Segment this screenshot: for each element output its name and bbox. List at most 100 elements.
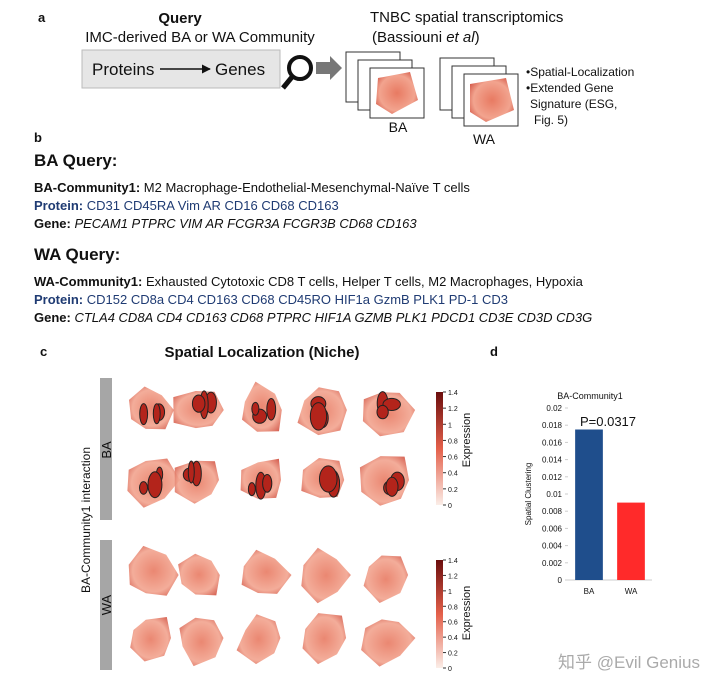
gene-line: Gene: PECAM1 PTPRC VIM AR FCGR3A FCGR3B …	[34, 216, 417, 231]
tissue	[130, 617, 171, 662]
source-part: (Bassiouni	[372, 29, 446, 46]
niche-outline	[187, 460, 195, 484]
label: Protein:	[34, 198, 83, 213]
niche-outline	[266, 397, 277, 421]
colorbar-tick-label: 0	[448, 503, 452, 510]
panel-letter: a	[38, 10, 46, 25]
niche-outline	[376, 404, 389, 420]
to-label: Genes	[215, 60, 265, 79]
bullet: •Spatial-Localization	[526, 65, 634, 79]
annotation: P=0.0317	[580, 414, 636, 429]
niche-outline	[262, 473, 273, 493]
gene-line: Gene: CTLA4 CD8A CD4 CD163 CD68 PTPRC HI…	[34, 310, 592, 325]
tissue	[128, 545, 179, 596]
content: a Query IMC-derived BA or WA Community P…	[34, 9, 700, 673]
watermark: 知乎 @Evil Genius	[558, 653, 700, 672]
label: WA-Community1:	[34, 274, 142, 289]
colorbar-tick-label: 0.8	[448, 604, 458, 611]
colorbar-tick-label: 0.2	[448, 651, 458, 658]
query-title: Query	[158, 10, 202, 27]
chart-title: BA-Community1	[557, 391, 623, 401]
x-tick-label: BA	[584, 587, 595, 596]
heading: WA Query:	[34, 245, 120, 264]
bullet: Signature (ESG,	[530, 97, 617, 111]
tissue	[362, 392, 416, 437]
bar	[617, 502, 645, 580]
tissue	[129, 386, 174, 430]
colorbar-label: Expression	[461, 586, 473, 640]
tissue	[241, 549, 292, 594]
colorbar-tick-label: 1.2	[448, 573, 458, 580]
y-axis-label: Spatial Clustering	[524, 463, 533, 526]
niche-outline	[309, 402, 328, 431]
tissue	[301, 547, 351, 604]
magnifier	[287, 55, 313, 81]
y-tick-label: 0.008	[542, 507, 563, 516]
proteins: CD31 CD45RA Vim AR CD16 CD68 CD163	[87, 198, 339, 213]
niche-outline	[191, 394, 206, 413]
colorbar-tick-label: 0.6	[448, 620, 458, 627]
y-tick-label: 0.002	[542, 559, 563, 568]
genes: CTLA4 CD8A CD4 CD163 CD68 PTPRC HIF1A GZ…	[74, 310, 592, 325]
protein-line: Protein: CD31 CD45RA Vim AR CD16 CD68 CD…	[34, 198, 339, 213]
colorbar-tick-label: 0.2	[448, 487, 458, 494]
dataset-source: (Bassiouni et al)	[372, 29, 480, 46]
query-subtitle: IMC-derived BA or WA Community	[85, 29, 315, 46]
source-part: et al	[446, 29, 475, 46]
tissue	[179, 617, 224, 667]
source-part: )	[475, 29, 480, 46]
niche-outline	[147, 471, 163, 499]
colorbar	[436, 560, 443, 668]
y-tick-label: 0.004	[542, 542, 563, 551]
tissue	[302, 613, 347, 665]
group-label: WA	[473, 131, 496, 147]
y-label: BA-Community1 interaction	[79, 447, 93, 593]
community: M2 Macrophage-Endothelial-Mesenchymal-Na…	[144, 180, 471, 195]
x-tick-label: WA	[625, 587, 638, 596]
colorbar-label: Expression	[461, 413, 473, 467]
label: Gene:	[34, 310, 71, 325]
dataset-title: TNBC spatial transcriptomics	[370, 9, 563, 26]
panel-letter: c	[40, 344, 47, 359]
magnifier-handle	[281, 75, 294, 90]
heading: BA Query:	[34, 151, 117, 170]
community-line: BA-Community1: M2 Macrophage-Endothelial…	[34, 180, 470, 195]
y-tick-label: 0.018	[542, 421, 563, 430]
niche-outline	[318, 465, 338, 493]
y-tick-label: 0.02	[546, 404, 562, 413]
colorbar-tick-label: 0.6	[448, 455, 458, 462]
colorbar-tick-label: 1.4	[448, 390, 458, 397]
bullet: •Extended Gene	[526, 81, 614, 95]
colorbar-tick-label: 1	[448, 589, 452, 596]
tissue	[361, 619, 416, 667]
y-tick-label: 0.014	[542, 456, 563, 465]
panel-title: Spatial Localization (Niche)	[164, 344, 359, 361]
tissue	[236, 614, 281, 665]
wa-stack	[439, 57, 519, 127]
y-tick-label: 0.012	[542, 473, 563, 482]
protein-line: Protein: CD152 CD8a CD4 CD163 CD68 CD45R…	[34, 292, 508, 307]
y-tick-label: 0	[558, 576, 563, 585]
y-tick-label: 0.01	[546, 490, 562, 499]
niche-outline	[247, 482, 256, 497]
tissue	[178, 553, 220, 596]
panel-letter: d	[490, 344, 498, 359]
label: Protein:	[34, 292, 83, 307]
arrow	[316, 56, 342, 80]
y-tick-label: 0.006	[542, 524, 563, 533]
community: Exhausted Cytotoxic CD8 T cells, Helper …	[146, 274, 584, 289]
group-label: BA	[389, 119, 408, 135]
niche-outline	[251, 401, 260, 416]
panel-letter: b	[34, 130, 42, 145]
colorbar-tick-label: 0.4	[448, 471, 458, 478]
row-label: WA	[99, 594, 114, 615]
proteins: CD152 CD8a CD4 CD163 CD68 CD45RO HIF1a G…	[87, 292, 508, 307]
ba-stack	[345, 51, 425, 119]
from-label: Proteins	[92, 60, 154, 79]
colorbar-tick-label: 1.4	[448, 558, 458, 565]
niche-outline	[139, 481, 149, 495]
niche-outline	[152, 403, 161, 425]
niche-outline	[139, 403, 149, 426]
colorbar-tick-label: 1.2	[448, 406, 458, 413]
